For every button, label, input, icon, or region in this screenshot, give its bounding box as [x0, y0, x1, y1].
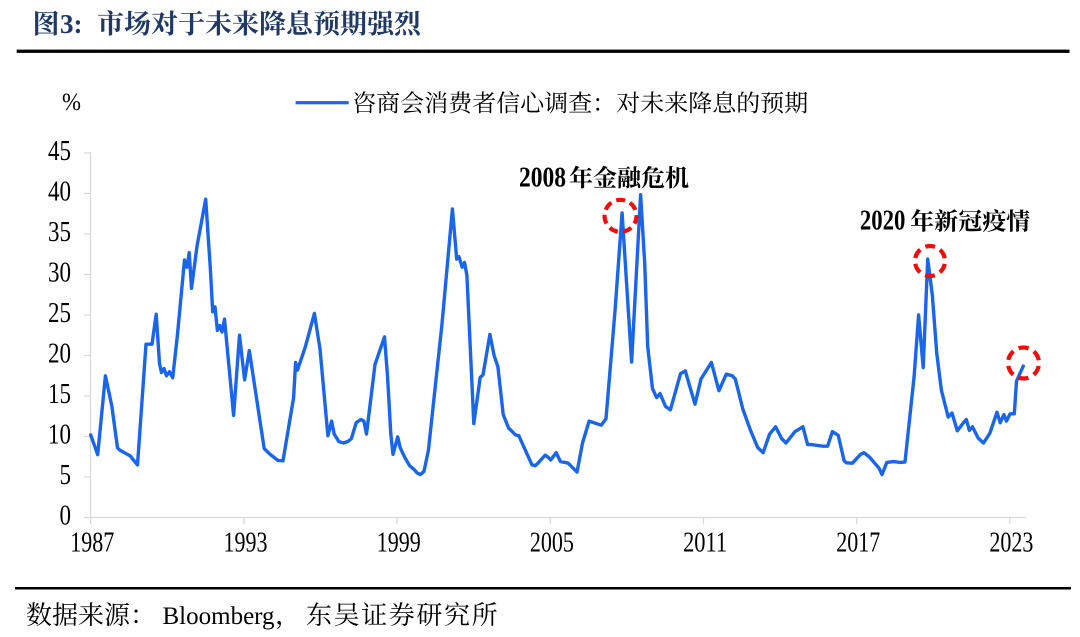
svg-text:2020: 2020: [860, 206, 906, 237]
svg-text:35: 35: [48, 217, 71, 248]
svg-text:1987: 1987: [70, 528, 114, 559]
svg-text:3:: 3:: [60, 9, 83, 39]
svg-text:20: 20: [48, 339, 71, 370]
svg-text:25: 25: [48, 298, 71, 329]
svg-text:1993: 1993: [224, 528, 268, 559]
svg-text:2008: 2008: [519, 162, 566, 193]
svg-text:0: 0: [60, 501, 72, 532]
svg-text:2011: 2011: [683, 528, 727, 559]
svg-text:45: 45: [48, 136, 71, 167]
svg-text:2005: 2005: [530, 528, 574, 559]
svg-text:10: 10: [48, 420, 71, 451]
svg-text:Bloomberg: Bloomberg: [163, 603, 276, 630]
svg-text:2017: 2017: [836, 528, 880, 559]
svg-text:15: 15: [48, 379, 71, 410]
svg-text:%: %: [62, 87, 81, 116]
svg-text:2023: 2023: [989, 528, 1033, 559]
svg-text:40: 40: [48, 177, 71, 208]
svg-text:30: 30: [48, 258, 71, 289]
svg-text:5: 5: [60, 460, 72, 491]
svg-text:1999: 1999: [377, 528, 421, 559]
